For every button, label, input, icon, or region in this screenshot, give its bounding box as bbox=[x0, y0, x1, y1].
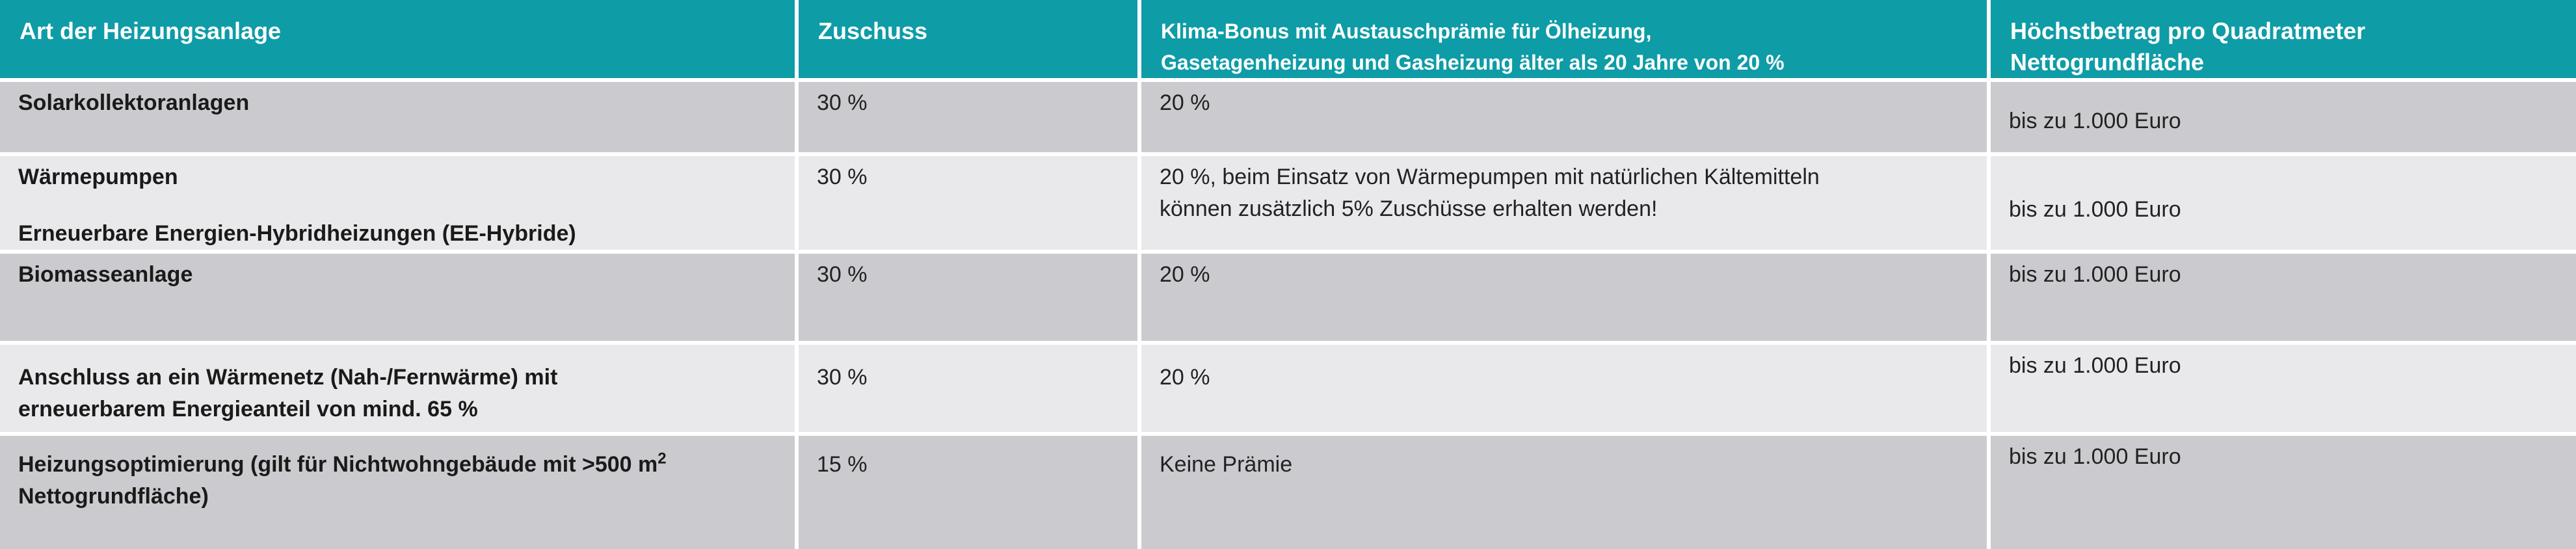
cell-grant: 30 % bbox=[799, 78, 1141, 152]
table-row: Heizungsoptimierung (gilt für Nichtwohng… bbox=[0, 432, 2576, 549]
header-heating-type-label: Art der Heizungsanlage bbox=[20, 18, 282, 44]
cell-climate-bonus: 20 % bbox=[1141, 250, 1991, 341]
table-row: Wärmepumpen Erneuerbare Energien-Hybridh… bbox=[0, 152, 2576, 250]
table-row: Anschluss an ein Wärmenetz (Nah-/Fernwär… bbox=[0, 341, 2576, 432]
max-amount-text: bis zu 1.000 Euro bbox=[2009, 262, 2181, 287]
cell-heating-type: Solarkollektoranlagen bbox=[0, 78, 799, 152]
climate-bonus-text: 20 % bbox=[1160, 262, 1210, 287]
climate-bonus-text: 20 % bbox=[1160, 90, 1210, 115]
header-climate-bonus-line-2: Gasetagenheizung und Gasheizung älter al… bbox=[1161, 51, 1785, 74]
table-row: Solarkollektoranlagen 30 % 20 % bis zu 1… bbox=[0, 78, 2576, 152]
heating-type-text-main: Heizungsoptimierung (gilt für Nichtwohng… bbox=[18, 452, 658, 477]
climate-bonus-text: 20 %, beim Einsatz von Wärmepumpen mit n… bbox=[1160, 165, 1820, 189]
max-amount-text: bis zu 1.000 Euro bbox=[2009, 109, 2181, 133]
grant-text: 15 % bbox=[817, 452, 868, 477]
grant-text: 30 % bbox=[817, 165, 868, 189]
max-amount-text: bis zu 1.000 Euro bbox=[2009, 353, 2181, 378]
header-grant-label: Zuschuss bbox=[818, 18, 928, 44]
cell-heating-type: Anschluss an ein Wärmenetz (Nah-/Fernwär… bbox=[0, 341, 799, 432]
header-climate-bonus-line-1: Klima-Bonus mit Austauschprämie für Ölhe… bbox=[1161, 20, 1652, 43]
climate-bonus-text: 20 % bbox=[1160, 365, 1210, 390]
square-meter-superscript: 2 bbox=[657, 449, 667, 468]
table-row: Biomasseanlage 30 % 20 % bis zu 1.000 Eu… bbox=[0, 250, 2576, 341]
header-row: Art der Heizungsanlage Zuschuss Klima-Bo… bbox=[0, 0, 2576, 78]
header-heating-type: Art der Heizungsanlage bbox=[0, 0, 799, 78]
header-max-amount: Höchstbetrag pro Quadratmeter Nettogrund… bbox=[1991, 0, 2576, 78]
cell-heating-type: Heizungsoptimierung (gilt für Nichtwohng… bbox=[0, 432, 799, 549]
cell-max-amount: bis zu 1.000 Euro bbox=[1991, 341, 2576, 432]
header-climate-bonus: Klima-Bonus mit Austauschprämie für Ölhe… bbox=[1141, 0, 1991, 78]
heating-type-text-secondary: erneuerbarem Energieanteil von mind. 65 … bbox=[18, 397, 478, 422]
cell-climate-bonus: 20 % bbox=[1141, 78, 1991, 152]
cell-grant: 30 % bbox=[799, 341, 1141, 432]
climate-bonus-text: Keine Prämie bbox=[1160, 452, 1293, 477]
heating-type-text: Wärmepumpen bbox=[18, 165, 178, 189]
cell-max-amount: bis zu 1.000 Euro bbox=[1991, 432, 2576, 549]
cell-grant: 30 % bbox=[799, 250, 1141, 341]
cell-max-amount: bis zu 1.000 Euro bbox=[1991, 78, 2576, 152]
grant-text: 30 % bbox=[817, 262, 868, 287]
table-header: Art der Heizungsanlage Zuschuss Klima-Bo… bbox=[0, 0, 2576, 78]
cell-grant: 30 % bbox=[799, 152, 1141, 250]
max-amount-text: bis zu 1.000 Euro bbox=[2009, 444, 2181, 469]
cell-climate-bonus: 20 % bbox=[1141, 341, 1991, 432]
heating-type-text: Heizungsoptimierung (gilt für Nichtwohng… bbox=[18, 449, 777, 481]
header-max-amount-line-2: Nettogrundfläche bbox=[2010, 49, 2205, 75]
climate-bonus-text-secondary: können zusätzlich 5% Zuschüsse erhalten … bbox=[1160, 196, 1658, 221]
header-grant: Zuschuss bbox=[799, 0, 1141, 78]
heating-type-text: Anschluss an ein Wärmenetz (Nah-/Fernwär… bbox=[18, 365, 558, 390]
heating-type-text-secondary: Nettogrundfläche) bbox=[18, 484, 209, 509]
cell-climate-bonus: Keine Prämie bbox=[1141, 432, 1991, 549]
cell-max-amount: bis zu 1.000 Euro bbox=[1991, 250, 2576, 341]
cell-climate-bonus: 20 %, beim Einsatz von Wärmepumpen mit n… bbox=[1141, 152, 1991, 250]
header-max-amount-line-1: Höchstbetrag pro Quadratmeter bbox=[2010, 18, 2366, 44]
heating-type-text-secondary: Erneuerbare Energien-Hybridheizungen (EE… bbox=[18, 221, 576, 246]
max-amount-text: bis zu 1.000 Euro bbox=[2009, 197, 2181, 222]
grant-text: 30 % bbox=[817, 365, 868, 390]
cell-grant: 15 % bbox=[799, 432, 1141, 549]
grant-text: 30 % bbox=[817, 90, 868, 115]
table-body: Solarkollektoranlagen 30 % 20 % bis zu 1… bbox=[0, 78, 2576, 549]
heating-type-text: Solarkollektoranlagen bbox=[18, 90, 250, 115]
cell-heating-type: Wärmepumpen Erneuerbare Energien-Hybridh… bbox=[0, 152, 799, 250]
cell-max-amount: bis zu 1.000 Euro bbox=[1991, 152, 2576, 250]
heating-type-text: Biomasseanlage bbox=[18, 262, 193, 287]
cell-heating-type: Biomasseanlage bbox=[0, 250, 799, 341]
